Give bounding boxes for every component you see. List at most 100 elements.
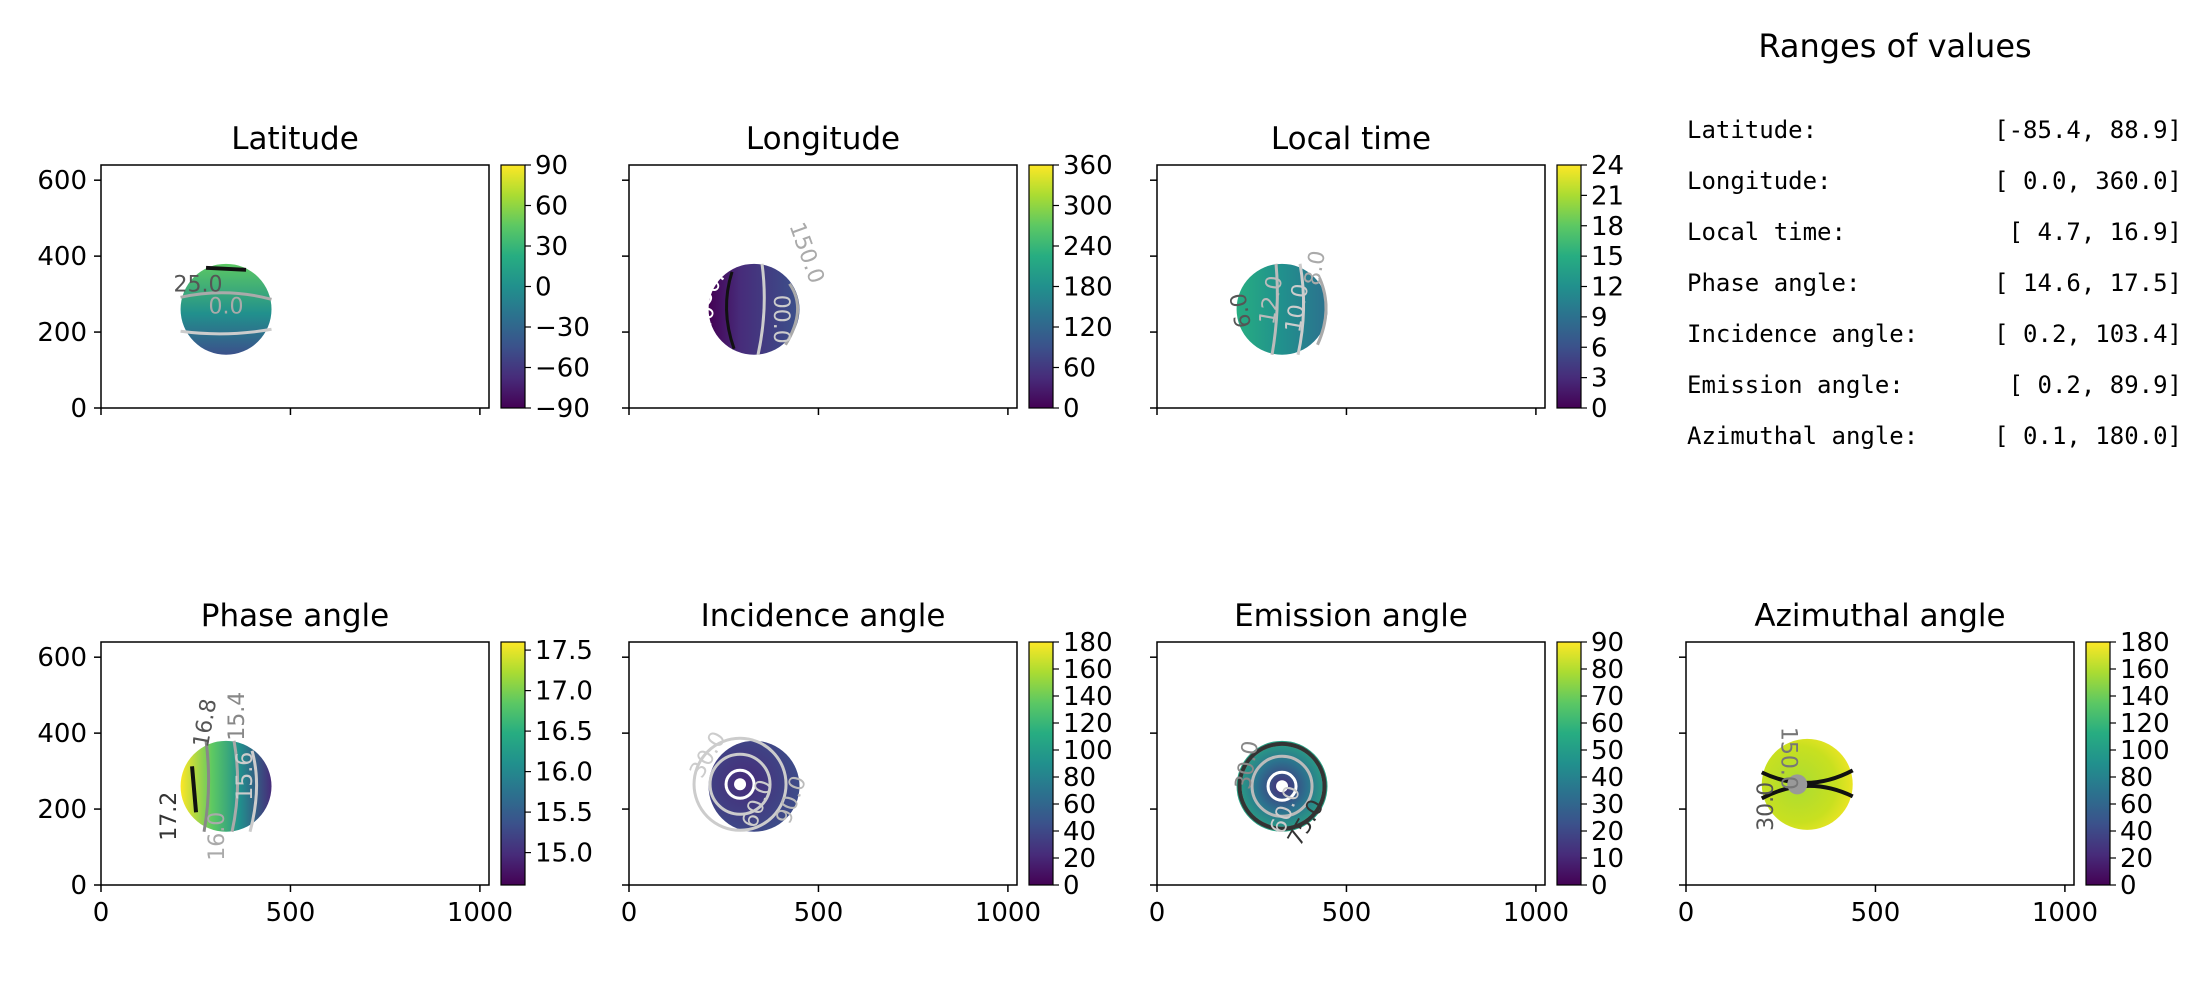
planet-disc [180,263,272,355]
colorbar-tick-label: 15.0 [535,839,593,869]
range-label: Local time: [1687,218,1846,246]
range-label: Latitude: [1687,116,1817,144]
colorbar-tick-label: 100 [1063,736,1113,766]
contour-line [756,263,766,356]
colorbar-tick-label: 30 [1591,790,1624,820]
colorbar-tick-label: 9 [1591,303,1608,333]
x-tick-label: 500 [266,898,316,928]
singular-point [1787,774,1808,795]
panel-title: Phase angle [201,598,389,634]
contour-line [784,282,800,346]
colorbar-tick-label: 40 [1591,763,1624,793]
axes-frame [1156,164,1546,409]
y-tick-label: 0 [70,871,87,901]
contour-line [230,740,240,833]
axes-frame [1685,641,2075,886]
colorbar-tick-label: 21 [1591,181,1624,211]
range-label: Azimuthal angle: [1687,422,1918,450]
colorbar-tick-label: −30 [535,313,590,343]
range-label: Phase angle: [1687,269,1860,297]
colorbar: −90 −60 −30 0 30 60 90 [500,151,590,424]
colorbar-tick-label: 0 [2120,871,2137,901]
x-tick-label: 0 [621,898,638,928]
y-tick-label: 600 [37,166,87,196]
colorbar-tick-label: 20 [1591,817,1624,847]
panel-title: Incidence angle [701,598,946,634]
x-tick-label: 0 [93,898,110,928]
colorbar-tick-label: 180 [2120,628,2170,658]
panel-title: Azimuthal angle [1754,598,2005,634]
colorbar-tick-label: 30 [535,232,568,262]
colorbar-gradient [500,164,526,409]
colorbar-tick-label: 160 [1063,655,1113,685]
ranges-title: Ranges of values [1758,27,2031,65]
colorbar-tick-label: 3 [1591,364,1608,394]
colorbar-tick-label: 24 [1591,151,1624,181]
contour-ring [708,752,772,816]
contour-line [1316,277,1328,346]
planet-disc [692,736,800,832]
contour-ring [724,768,756,800]
contour-label: 16.0 [205,812,230,861]
colorbar-tick-label: 16.0 [535,758,593,788]
x-tick-label: 1000 [2032,898,2098,928]
colorbar-tick-label: 120 [1063,313,1113,343]
colorbar-tick-label: 0 [1591,394,1608,424]
colorbar-tick-label: 17.5 [535,636,593,666]
colorbar-tick-label: 90 [1591,628,1624,658]
y-tick-label: 200 [37,318,87,348]
panel-latitude: Latitude 25.00.0 0 200 400 600 −90 −60 −30 0 30 60 9… [37,121,590,424]
planet-disc [708,263,800,356]
y-tick-label: 200 [37,795,87,825]
colorbar-tick-label: 18 [1591,212,1624,242]
range-value: [ 14.6, 17.5] [1994,269,2182,297]
colorbar-tick-label: 70 [1591,682,1624,712]
contour-line [248,750,259,833]
colorbar-tick-label: 17.0 [535,677,593,707]
contour-label: 30.0 [1754,782,1779,831]
x-tick-label: 1000 [975,898,1041,928]
colorbar-tick-label: 10 [1591,844,1624,874]
contour-line [205,265,247,272]
contour-label: 15.6 [233,752,258,801]
range-value: [ 0.2, 103.4] [1994,320,2182,348]
colorbar-tick-label: 20 [1063,844,1096,874]
x-tick-label: 0 [1149,898,1166,928]
colorbar-gradient [2085,641,2111,886]
colorbar-tick-label: 50 [1591,736,1624,766]
contour-ring [692,736,788,832]
colorbar-tick-label: 60 [535,192,568,222]
range-value: [ 0.0, 360.0] [1994,167,2182,195]
colorbar-tick-label: 60 [1591,709,1624,739]
planet-disc [180,740,272,833]
colorbar-tick-label: 90 [535,151,568,181]
range-value: [ 0.1, 180.0] [1994,422,2182,450]
colorbar-tick-label: 140 [1063,682,1113,712]
sub-observer-point [1276,780,1289,793]
contour-label: 150.0 [784,219,829,287]
panel-title: Latitude [231,121,359,157]
range-value: [ 0.2, 89.9] [2009,371,2182,399]
limb-contour [1237,741,1327,831]
subsolar-point [734,778,747,791]
colorbar-tick-label: 240 [1063,232,1113,262]
x-tick-label: 500 [794,898,844,928]
contour-label: 17.2 [157,792,182,841]
planet-disc [1236,263,1328,356]
colorbar-gradient [500,641,526,886]
contour-line [1296,263,1306,356]
contour-line [1760,768,1854,785]
colorbar-tick-label: 360 [1063,151,1113,181]
colorbar-tick-label: 120 [2120,709,2170,739]
contour-line [1270,263,1279,356]
axes-frame [628,641,1018,886]
y-tick-label: 600 [37,643,87,673]
contour-line [180,291,272,301]
contour-line [1760,783,1854,801]
colorbar-tick-label: 100 [2120,736,2170,766]
colorbar-tick-label: 80 [1063,763,1096,793]
